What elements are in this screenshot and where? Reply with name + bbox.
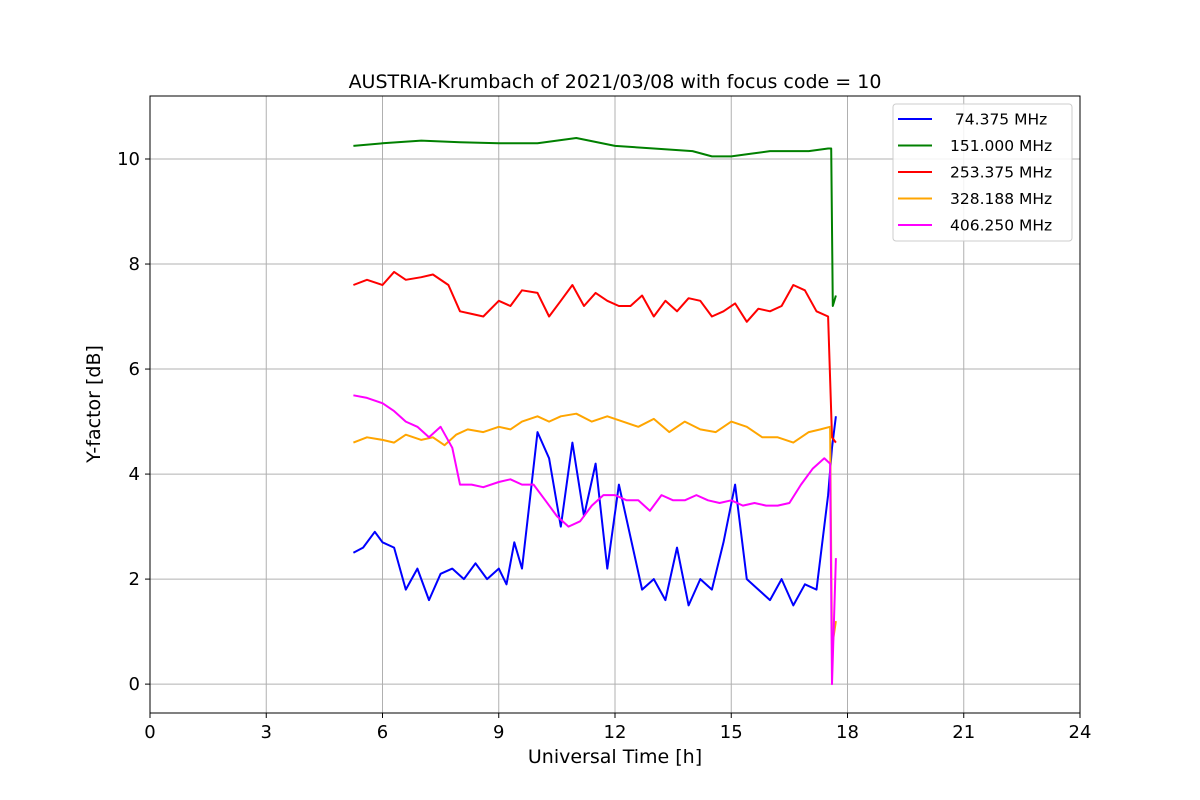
x-tick-label: 12 — [604, 722, 627, 743]
y-tick-label: 4 — [129, 464, 140, 485]
legend-label-0: 74.375 MHz — [950, 111, 1047, 129]
y-axis-label: Y-factor [dB] — [83, 345, 105, 464]
x-tick-label: 18 — [836, 722, 859, 743]
x-tick-label: 6 — [377, 722, 388, 743]
x-axis-label: Universal Time [h] — [528, 746, 702, 768]
y-tick-label: 6 — [129, 359, 140, 380]
legend-box — [892, 103, 1073, 242]
y-tick-label: 2 — [129, 569, 140, 590]
legend-label-1: 151.000 MHz — [950, 137, 1052, 155]
y-tick-label: 10 — [117, 149, 140, 170]
x-tick-label: 0 — [144, 722, 155, 743]
series-line-1 — [353, 137, 837, 307]
y-tick-label: 0 — [129, 674, 140, 695]
x-tick-label: 9 — [493, 722, 504, 743]
x-tick-label: 15 — [720, 722, 743, 743]
legend-label-3: 328.188 MHz — [950, 190, 1052, 208]
series-line-2 — [353, 270, 837, 444]
legend: 74.375 MHz 151.000 MHz 253.375 MHz 328.188 … — [892, 103, 1073, 242]
series-line-4 — [353, 394, 837, 686]
series-lines — [352, 137, 837, 686]
series-line-3 — [353, 412, 837, 649]
series-line-0 — [352, 416, 837, 607]
x-tick-label: 21 — [952, 722, 975, 743]
legend-label-2: 253.375 MHz — [950, 164, 1052, 182]
x-tick-label: 24 — [1069, 722, 1092, 743]
y-tick-label: 8 — [129, 254, 140, 275]
legend-label-4: 406.250 MHz — [950, 217, 1052, 235]
chart-title: AUSTRIA-Krumbach of 2021/03/08 with focu… — [349, 71, 882, 93]
x-tick-label: 3 — [261, 722, 272, 743]
